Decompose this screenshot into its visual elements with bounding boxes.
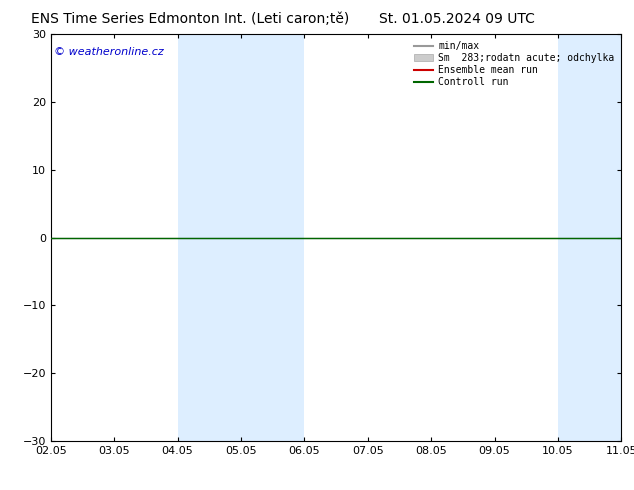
Legend: min/max, Sm  283;rodatn acute; odchylka, Ensemble mean run, Controll run: min/max, Sm 283;rodatn acute; odchylka, … <box>410 37 618 91</box>
Bar <box>178 34 304 441</box>
Text: ENS Time Series Edmonton Int. (Leti caron;tě): ENS Time Series Edmonton Int. (Leti caro… <box>31 12 349 26</box>
Text: © weatheronline.cz: © weatheronline.cz <box>53 47 164 56</box>
Text: St. 01.05.2024 09 UTC: St. 01.05.2024 09 UTC <box>378 12 534 26</box>
Bar <box>558 34 634 441</box>
